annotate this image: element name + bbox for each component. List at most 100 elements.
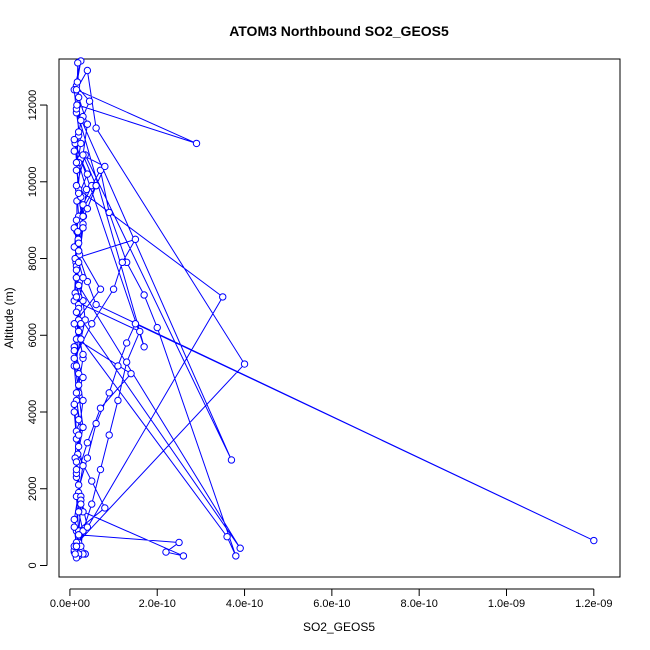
data-point xyxy=(74,59,82,67)
y-tick-label: 10000 xyxy=(27,166,39,197)
data-point xyxy=(74,189,83,198)
data-point xyxy=(223,533,231,541)
series-points-group xyxy=(70,57,598,562)
data-point xyxy=(74,508,83,516)
y-axis: 0 2000 4000 6000 8000 10000 12000 xyxy=(27,90,48,569)
data-point xyxy=(109,285,118,293)
data-point xyxy=(105,389,113,397)
x-tick-label: 1.0e-09 xyxy=(488,598,525,610)
data-point xyxy=(74,281,83,290)
data-point xyxy=(70,135,78,144)
data-point xyxy=(83,170,92,178)
y-tick-label: 0 xyxy=(27,562,39,568)
data-point xyxy=(140,343,148,351)
data-point xyxy=(79,212,87,221)
series-line xyxy=(73,60,595,560)
data-point xyxy=(590,536,598,545)
data-point xyxy=(74,93,83,102)
data-point xyxy=(72,542,81,550)
data-point xyxy=(140,291,148,299)
data-point xyxy=(70,354,78,362)
data-point xyxy=(101,504,109,512)
data-point xyxy=(74,415,83,424)
data-point xyxy=(105,208,113,217)
data-point xyxy=(114,362,122,370)
data-point xyxy=(122,358,131,366)
x-axis: 0.0e+00 2.0e-10 4.0e-10 6.0e-10 8.0e-10 1.0e-… xyxy=(50,588,612,610)
data-point xyxy=(70,320,78,328)
data-point xyxy=(74,481,83,489)
data-point xyxy=(236,544,244,552)
data-point xyxy=(96,404,105,412)
data-point xyxy=(74,247,83,255)
data-point xyxy=(79,373,87,382)
data-point xyxy=(85,97,94,105)
data-point xyxy=(74,531,83,539)
data-point xyxy=(105,431,113,439)
data-point xyxy=(92,181,100,190)
data-point xyxy=(232,552,240,560)
data-point xyxy=(72,274,81,282)
data-point xyxy=(88,477,96,485)
data-point xyxy=(153,323,161,332)
data-point xyxy=(77,500,85,508)
data-point xyxy=(72,266,81,274)
data-point xyxy=(92,419,100,428)
x-tick-label: 0.0e+00 xyxy=(50,598,90,610)
data-point xyxy=(70,147,78,155)
data-point xyxy=(79,350,87,359)
data-point xyxy=(127,369,135,378)
data-point xyxy=(77,320,85,328)
x-tick-label: 4.0e-10 xyxy=(226,598,263,610)
data-point xyxy=(70,523,78,531)
data-point xyxy=(88,500,96,508)
data-point xyxy=(83,523,92,531)
data-point xyxy=(74,381,83,389)
data-point xyxy=(72,166,81,174)
data-point xyxy=(70,408,78,416)
data-point xyxy=(72,308,81,316)
data-point xyxy=(175,538,183,547)
data-point xyxy=(82,185,91,194)
data-point xyxy=(77,335,85,343)
data-point xyxy=(79,462,87,470)
data-point xyxy=(74,327,83,336)
data-point xyxy=(74,227,82,236)
data-point xyxy=(83,120,92,128)
y-tick-label: 12000 xyxy=(27,90,39,121)
data-point xyxy=(72,389,81,397)
data-point xyxy=(83,66,92,75)
data-point xyxy=(79,274,87,282)
data-point xyxy=(131,320,140,328)
y-tick-label: 6000 xyxy=(27,323,39,347)
data-point xyxy=(74,442,83,451)
y-axis-label: Altitude (m) xyxy=(2,287,16,348)
data-point xyxy=(96,285,105,293)
data-point xyxy=(240,360,249,368)
x-tick-label: 2.0e-10 xyxy=(139,598,176,610)
data-point xyxy=(131,235,140,244)
y-tick-label: 8000 xyxy=(27,246,39,270)
data-point xyxy=(72,181,81,190)
plot-frame xyxy=(58,58,621,578)
data-point xyxy=(79,151,87,159)
data-point xyxy=(73,78,82,86)
data-point xyxy=(77,139,85,148)
data-point xyxy=(83,439,92,447)
data-point xyxy=(70,400,78,409)
data-point xyxy=(162,548,170,556)
data-point xyxy=(72,293,81,301)
data-point xyxy=(96,465,105,474)
data-point xyxy=(136,327,144,336)
chart-title: ATOM3 Northbound SO2_GEOS5 xyxy=(229,23,449,39)
y-tick-label: 4000 xyxy=(27,400,39,424)
data-point xyxy=(122,339,131,347)
x-tick-label: 8.0e-10 xyxy=(401,598,438,610)
data-point xyxy=(79,224,87,232)
data-point xyxy=(74,128,83,136)
data-point xyxy=(101,162,109,171)
data-point xyxy=(71,550,79,558)
x-axis-label: SO2_GEOS5 xyxy=(303,620,375,634)
